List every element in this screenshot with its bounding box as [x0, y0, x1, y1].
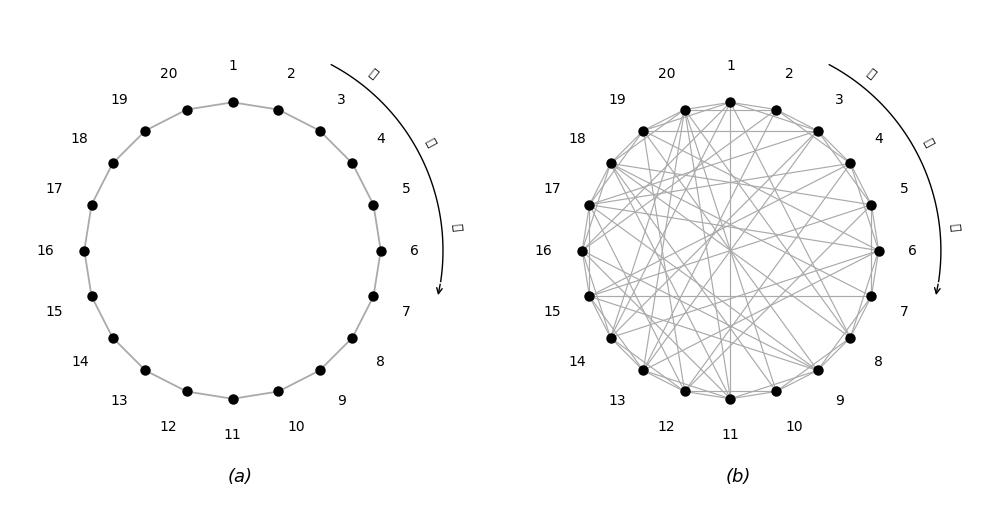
Text: 4: 4 — [874, 132, 883, 146]
Text: 顺: 顺 — [864, 67, 878, 82]
Text: 时: 时 — [921, 136, 936, 149]
Text: 2: 2 — [287, 67, 296, 82]
Text: 13: 13 — [608, 394, 626, 409]
Text: 9: 9 — [337, 394, 346, 409]
Text: 16: 16 — [37, 243, 55, 258]
Text: 8: 8 — [376, 355, 385, 369]
Text: 20: 20 — [658, 67, 675, 82]
Text: 6: 6 — [908, 243, 917, 258]
Text: 时: 时 — [423, 136, 438, 149]
Text: 针: 针 — [450, 223, 463, 232]
Text: 11: 11 — [722, 428, 739, 443]
Text: 9: 9 — [835, 394, 844, 409]
Text: 19: 19 — [110, 93, 128, 106]
Text: 17: 17 — [544, 182, 561, 196]
Text: 1: 1 — [726, 59, 735, 73]
Text: 3: 3 — [835, 93, 844, 106]
Text: 14: 14 — [569, 355, 587, 369]
Text: 16: 16 — [535, 243, 553, 258]
Text: 5: 5 — [402, 182, 410, 196]
Text: 17: 17 — [46, 182, 63, 196]
Text: 针: 针 — [948, 223, 961, 232]
Text: 18: 18 — [71, 132, 89, 146]
Text: (a): (a) — [227, 468, 252, 486]
Text: 2: 2 — [785, 67, 794, 82]
Text: (b): (b) — [725, 468, 751, 486]
Text: 14: 14 — [71, 355, 89, 369]
Text: 12: 12 — [160, 420, 178, 433]
Text: 8: 8 — [874, 355, 883, 369]
Text: 13: 13 — [110, 394, 128, 409]
Text: 10: 10 — [785, 420, 803, 433]
Text: 12: 12 — [658, 420, 675, 433]
Text: 5: 5 — [900, 182, 908, 196]
Text: 7: 7 — [402, 306, 410, 319]
Text: 15: 15 — [544, 306, 561, 319]
Text: 3: 3 — [337, 93, 346, 106]
Text: 4: 4 — [376, 132, 385, 146]
Text: 顺: 顺 — [366, 67, 380, 82]
Text: 18: 18 — [569, 132, 587, 146]
Text: 11: 11 — [224, 428, 241, 443]
Text: 1: 1 — [228, 59, 237, 73]
Text: 7: 7 — [900, 306, 908, 319]
Text: 10: 10 — [287, 420, 305, 433]
Text: 20: 20 — [160, 67, 178, 82]
Text: 19: 19 — [608, 93, 626, 106]
Text: 15: 15 — [46, 306, 63, 319]
Text: 6: 6 — [410, 243, 419, 258]
